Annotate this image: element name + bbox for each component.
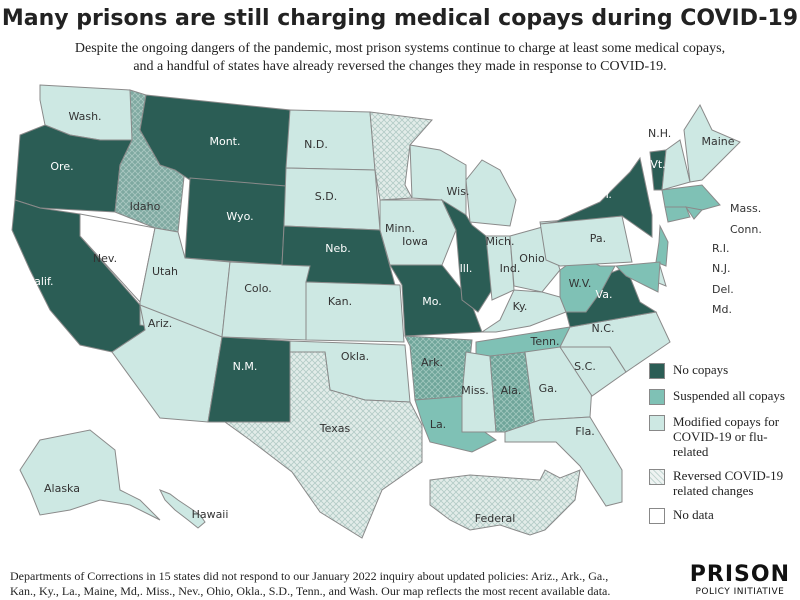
legend-label: No data	[673, 507, 714, 522]
legend-swatch	[649, 415, 665, 431]
state-label-id: Idaho	[130, 200, 161, 213]
legend-item-reversed: Reversed COVID-19 related changes	[649, 468, 798, 498]
legend-swatch	[649, 469, 665, 485]
state-label-ne: Neb.	[325, 242, 350, 255]
state-fl	[504, 416, 623, 507]
state-label-hi: Hawaii	[192, 508, 229, 521]
state-nm	[207, 336, 291, 423]
state-pa	[539, 215, 633, 267]
state-label-co: Colo.	[244, 282, 272, 295]
state-label-wi: Wis.	[447, 185, 470, 198]
state-label-mi: Mich.	[485, 235, 514, 248]
state-label-tx: Texas	[319, 422, 351, 435]
state-label-mn: Minn.	[385, 222, 415, 235]
legend-item-modified: Modified copays for COVID-19 or flu-rela…	[649, 414, 798, 459]
logo-line2: POLICY INITIATIVE	[695, 587, 785, 597]
footnote-line: Departments of Corrections in 15 states …	[10, 569, 609, 583]
state-ma	[661, 184, 721, 211]
state-label-ri: R.I.	[712, 242, 730, 255]
prison-policy-initiative-logo: PRISON POLICY INITIATIVE	[690, 562, 790, 597]
state-label-md: Md.	[712, 303, 732, 316]
state-label-wy: Wyo.	[226, 210, 253, 223]
state-label-la: La.	[430, 418, 446, 431]
state-label-oh: Ohio	[519, 252, 545, 265]
state-label-ny: N.Y.	[592, 188, 612, 201]
state-label-ca: Calif.	[26, 275, 53, 288]
state-nd	[285, 109, 376, 171]
state-label-va: Va.	[596, 288, 613, 301]
legend-label: No copays	[673, 362, 729, 377]
subtitle-line: and a handful of states have already rev…	[133, 59, 667, 74]
footnote: Departments of Corrections in 15 states …	[10, 569, 610, 599]
state-label-ky: Ky.	[513, 300, 528, 313]
state-label-in: Ind.	[500, 262, 521, 275]
legend-swatch	[649, 508, 665, 524]
state-label-ok: Okla.	[341, 350, 369, 363]
state-label-al: Ala.	[501, 384, 522, 397]
state-ak	[19, 429, 161, 521]
state-label-ga: Ga.	[539, 382, 558, 395]
state-label-pa: Pa.	[590, 232, 606, 245]
state-label-sd: S.D.	[315, 190, 337, 203]
state-ct	[664, 206, 691, 223]
state-label-wa: Wash.	[68, 110, 101, 123]
state-nj	[655, 224, 669, 267]
state-label-nh: N.H.	[648, 127, 671, 140]
state-label-nd: N.D.	[304, 138, 328, 151]
footnote-line: Kan., Ky., La., Maine, Md,. Miss., Nev.,…	[10, 584, 611, 598]
state-label-ks: Kan.	[328, 295, 352, 308]
state-fed	[429, 469, 581, 536]
state-ms	[461, 351, 497, 433]
state-label-nj: N.J.	[712, 262, 730, 275]
state-label-ct: Conn.	[730, 223, 762, 236]
state-label-or: Ore.	[50, 160, 73, 173]
state-label-ar: Ark.	[421, 356, 443, 369]
legend-label: Suspended all copays	[673, 388, 785, 403]
state-mi	[465, 159, 517, 227]
state-label-sc: S.C.	[574, 360, 596, 373]
state-label-ms: Miss.	[461, 384, 489, 397]
state-label-mt: Mont.	[209, 135, 240, 148]
legend-label: Modified copays for COVID-19 or flu-rela…	[673, 414, 780, 459]
state-label-nv: Nev.	[93, 252, 117, 265]
state-ny	[539, 156, 653, 238]
state-label-nm: N.M.	[233, 360, 258, 373]
state-hi	[158, 489, 206, 529]
state-me	[683, 103, 741, 183]
legend: No copays Suspended all copays Modified co…	[649, 362, 798, 533]
state-label-nc: N.C.	[592, 322, 615, 335]
state-label-fed: Federal	[475, 512, 516, 525]
state-label-de: Del.	[712, 283, 734, 296]
state-ri	[684, 206, 703, 220]
legend-item-no-data: No data	[649, 507, 798, 524]
state-label-me: Maine	[701, 135, 734, 148]
subtitle-line: Despite the ongoing dangers of the pande…	[74, 41, 726, 56]
state-co	[221, 261, 311, 341]
state-label-mo: Mo.	[422, 295, 442, 308]
state-label-ia: Iowa	[402, 235, 428, 248]
state-tx	[223, 351, 423, 539]
subtitle: Despite the ongoing dangers of the pande…	[0, 40, 800, 76]
state-label-wv: W.V.	[569, 277, 592, 290]
state-mn	[369, 111, 433, 201]
logo-line1: PRISON	[689, 562, 790, 587]
state-label-ut: Utah	[152, 265, 178, 278]
legend-label: Reversed COVID-19 related changes	[673, 468, 784, 498]
legend-item-suspended: Suspended all copays	[649, 388, 798, 405]
state-label-il: Ill.	[460, 262, 473, 275]
legend-item-no-copays: No copays	[649, 362, 798, 379]
legend-swatch	[649, 363, 665, 379]
state-label-az: Ariz.	[148, 317, 172, 330]
state-label-vt: Vt.	[650, 158, 665, 171]
state-label-fl: Fla.	[575, 425, 595, 438]
state-label-ak: Alaska	[44, 482, 80, 495]
state-label-ma: Mass.	[730, 202, 761, 215]
state-label-tn: Tenn.	[529, 335, 559, 348]
state-md	[614, 261, 661, 293]
page-title: Many prisons are still charging medical …	[1, 6, 799, 31]
legend-swatch	[649, 389, 665, 405]
state-ks	[305, 281, 405, 343]
